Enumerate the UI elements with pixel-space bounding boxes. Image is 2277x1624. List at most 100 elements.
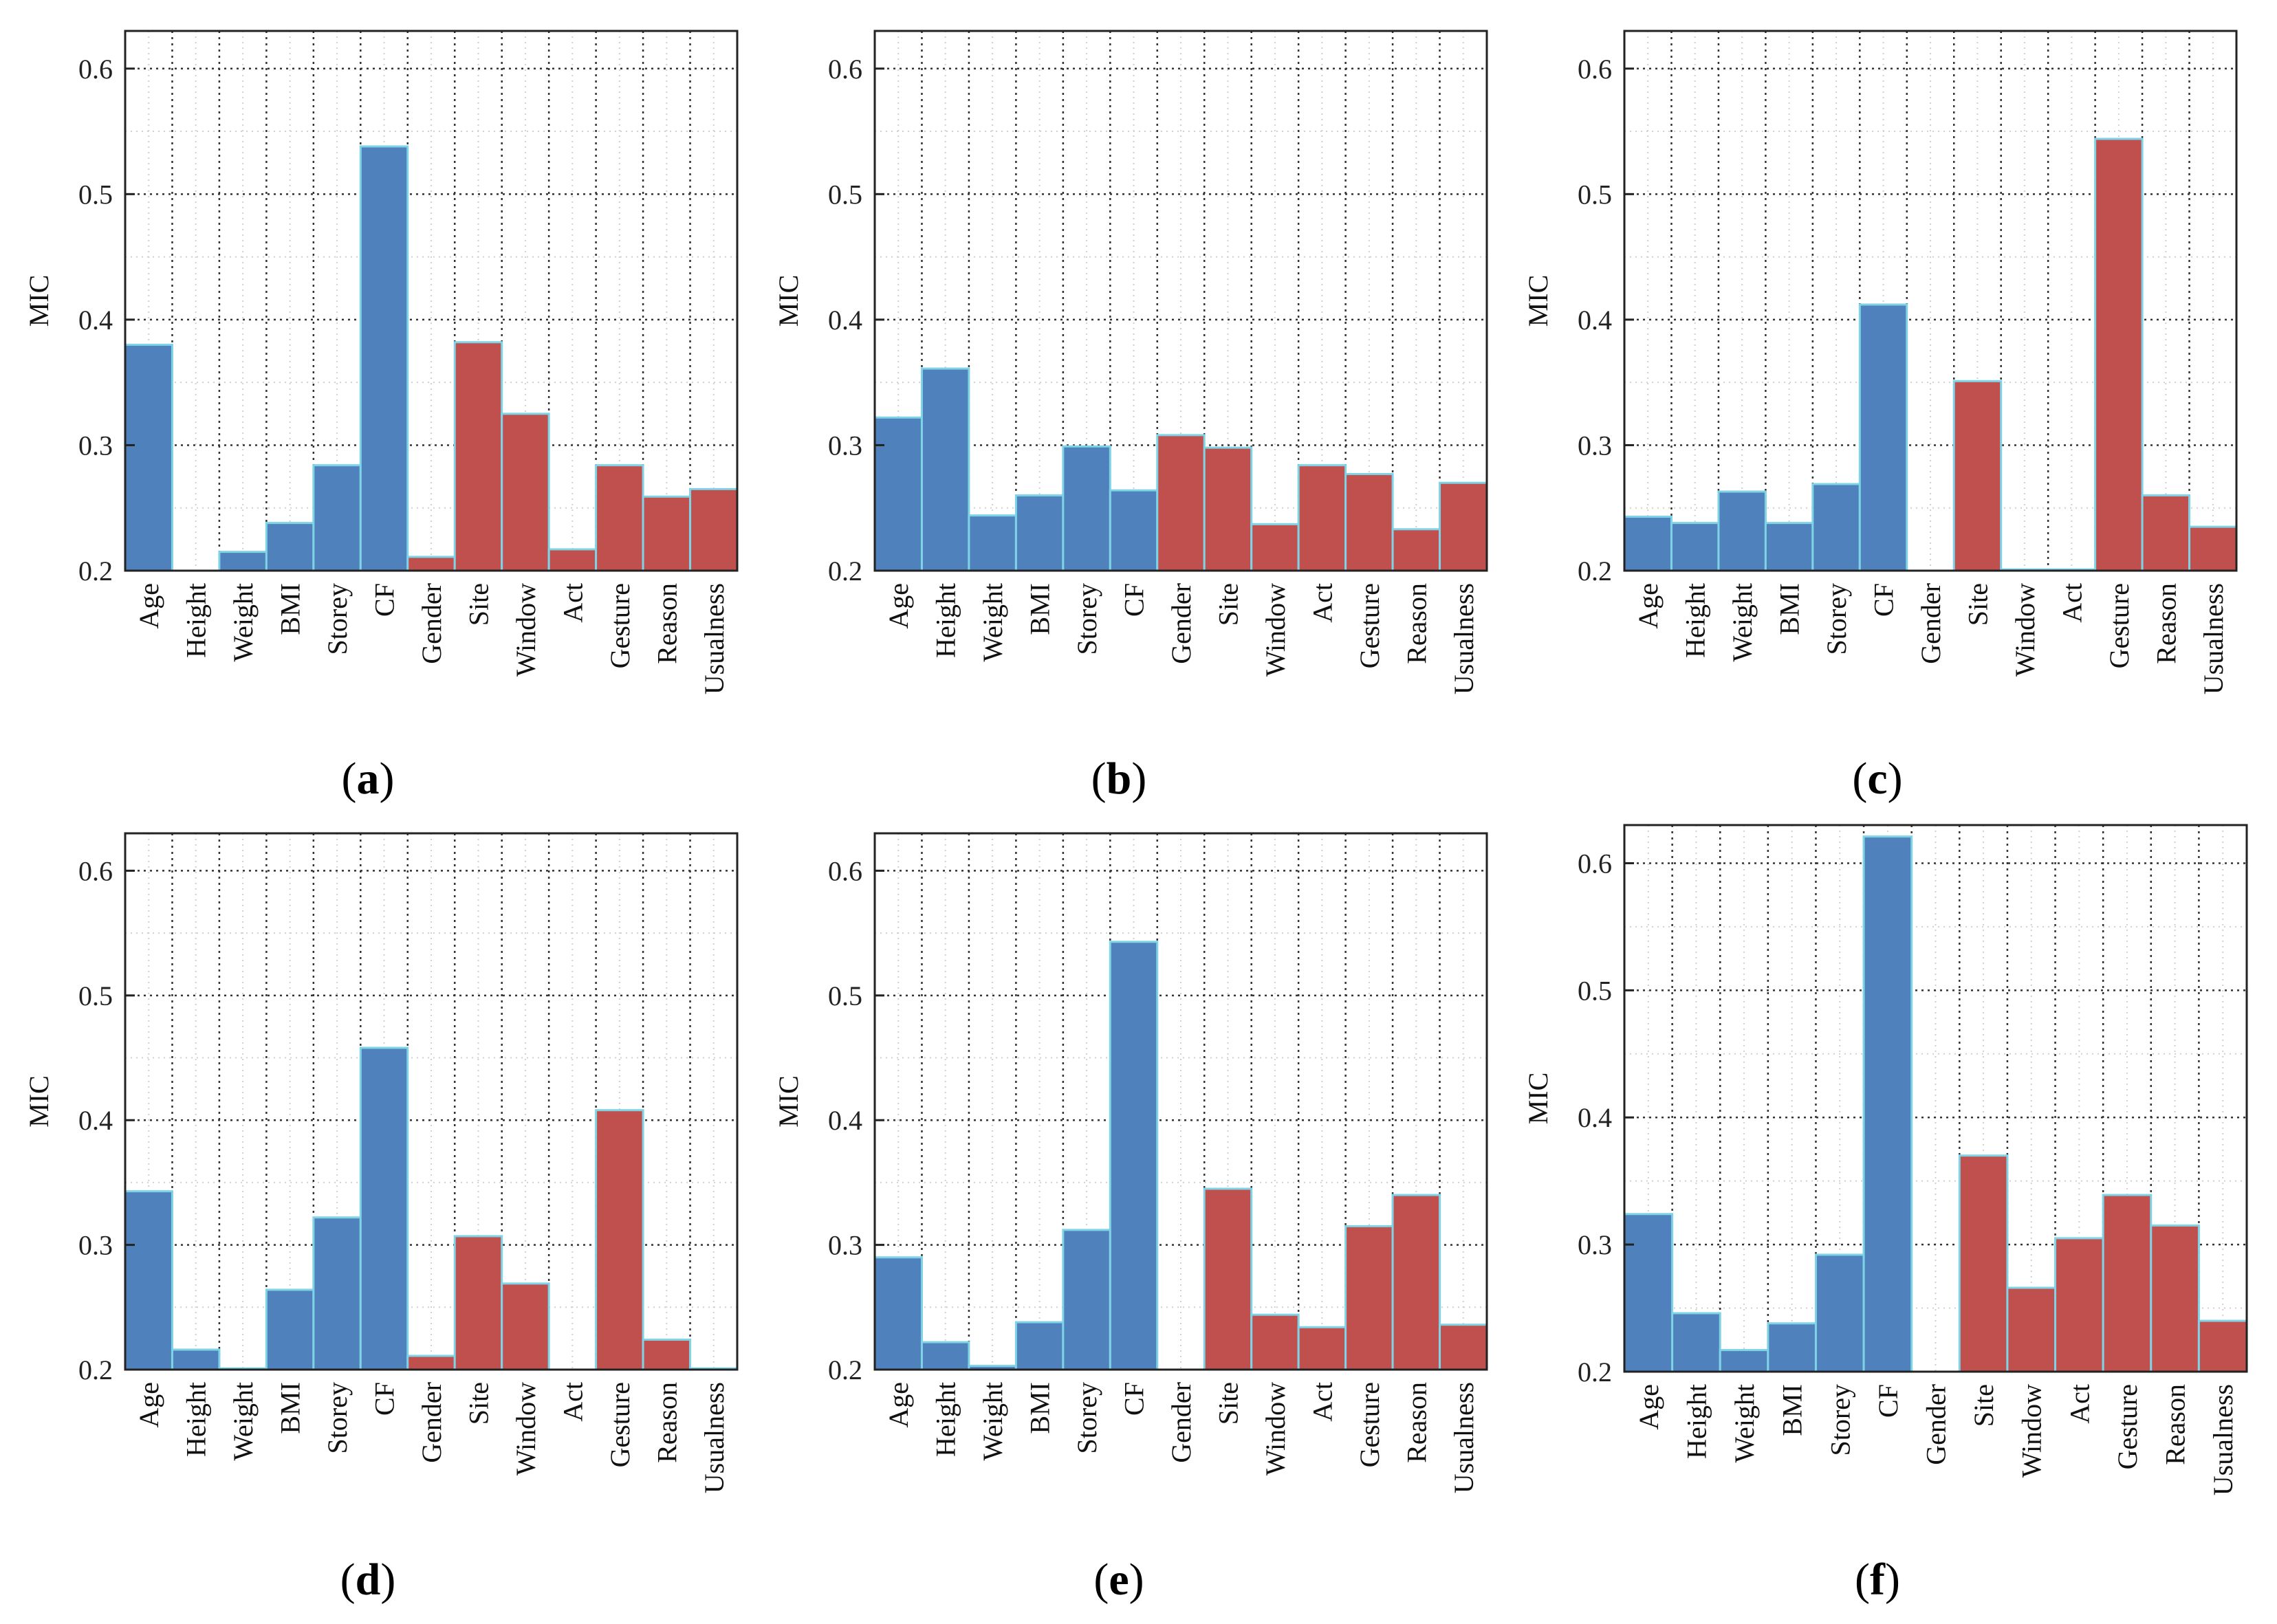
y-axis-label: MIC bbox=[23, 1075, 54, 1128]
bar-e-act bbox=[1297, 1326, 1347, 1371]
x-category-label: BMI bbox=[275, 583, 306, 635]
x-category-label: Act bbox=[557, 1382, 588, 1422]
chart-c: 0.2 0.3 0.4 0.5 0.6 MIC Age Height Weight BMI Stor… bbox=[1523, 30, 2238, 694]
x-category-label: Age bbox=[133, 583, 164, 629]
plot-frame-d bbox=[124, 832, 739, 1371]
y-tick-label: 0.6 bbox=[78, 54, 113, 85]
y-tick-label: 0.4 bbox=[78, 305, 113, 336]
x-category-label: Act bbox=[2056, 583, 2087, 623]
y-tick-label: 0.6 bbox=[78, 855, 113, 886]
x-category-label: Weight bbox=[1729, 1384, 1760, 1463]
x-category-label: Age bbox=[883, 583, 914, 629]
x-category-label: BMI bbox=[275, 1382, 306, 1434]
x-category-label: Age bbox=[1633, 583, 1664, 629]
x-category-label: Gender bbox=[1915, 583, 1946, 664]
x-category-label: Act bbox=[1307, 583, 1338, 623]
x-category-label: CF bbox=[1119, 1382, 1150, 1416]
x-category-label: Act bbox=[557, 583, 588, 623]
y-tick-label: 0.6 bbox=[828, 855, 862, 886]
x-category-label: Site bbox=[1212, 583, 1243, 626]
bar-b-gesture bbox=[1344, 472, 1394, 572]
bar-f-window bbox=[2006, 1286, 2057, 1373]
y-tick-label: 0.5 bbox=[828, 980, 862, 1011]
bar-d-site bbox=[453, 1235, 503, 1371]
y-axis-label: MIC bbox=[773, 1075, 804, 1128]
y-tick-label: 0.3 bbox=[1578, 430, 1612, 461]
y-axis-label: MIC bbox=[773, 275, 804, 327]
x-category-label: Gesture bbox=[1354, 1382, 1385, 1467]
bar-f-usualness bbox=[2197, 1319, 2248, 1373]
bar-e-age bbox=[873, 1256, 923, 1371]
bar-e-storey bbox=[1062, 1229, 1111, 1371]
x-category-label: Storey bbox=[1071, 583, 1102, 655]
bar-a-usualness bbox=[689, 487, 739, 572]
bar-a-storey bbox=[312, 464, 362, 572]
bar-c-bmi bbox=[1764, 522, 1814, 572]
x-category-label: Gender bbox=[1166, 583, 1197, 664]
x-category-label: Weight bbox=[228, 583, 259, 662]
y-tick-label: 0.3 bbox=[1578, 1229, 1612, 1260]
x-category-label: BMI bbox=[1025, 583, 1056, 635]
x-category-label: Usualness bbox=[699, 1382, 730, 1493]
bar-c-cf bbox=[1858, 303, 1908, 572]
panel-c: 0.2 0.3 0.4 0.5 0.6 MIC Age Height Weight BMI Stor… bbox=[1499, 0, 2263, 811]
x-category-label: Age bbox=[883, 1382, 914, 1428]
chart-b: 0.2 0.3 0.4 0.5 0.6 MIC Age Height Weight BMI Stor… bbox=[773, 30, 1488, 694]
panel-label-a: (a) bbox=[341, 754, 395, 804]
y-tick-label: 0.2 bbox=[1578, 1357, 1612, 1387]
x-category-label: Gesture bbox=[604, 1382, 635, 1467]
x-category-label: Reason bbox=[651, 1382, 682, 1463]
y-tick-label: 0.2 bbox=[828, 1354, 862, 1385]
x-category-label: BMI bbox=[1025, 1382, 1056, 1434]
bar-a-gesture bbox=[595, 464, 644, 572]
bar-a-bmi bbox=[265, 522, 315, 572]
x-category-label: Reason bbox=[2160, 1384, 2191, 1465]
bar-e-gesture bbox=[1344, 1225, 1394, 1371]
bar-c-usualness bbox=[2188, 525, 2238, 572]
bar-c-reason bbox=[2141, 494, 2191, 572]
bar-b-height bbox=[920, 367, 970, 572]
x-category-label: Weight bbox=[228, 1382, 259, 1461]
x-category-label: Reason bbox=[2150, 583, 2181, 664]
x-category-label: Storey bbox=[1071, 1382, 1102, 1453]
y-tick-label: 0.2 bbox=[1578, 556, 1612, 586]
x-category-label: Gesture bbox=[604, 583, 635, 668]
x-category-label: CF bbox=[369, 583, 400, 617]
x-category-label: Site bbox=[463, 1382, 494, 1425]
bar-c-site bbox=[1952, 380, 2003, 572]
plot-frame-c bbox=[1623, 30, 2238, 572]
bar-f-bmi bbox=[1767, 1322, 1817, 1373]
x-category-label: Reason bbox=[1401, 1382, 1432, 1463]
y-axis-label: MIC bbox=[23, 275, 54, 327]
x-category-label: Height bbox=[181, 1382, 212, 1457]
bar-f-reason bbox=[2150, 1224, 2200, 1373]
y-axis-label: MIC bbox=[1523, 1073, 1554, 1125]
x-category-label: Height bbox=[1680, 583, 1711, 658]
x-category-label: CF bbox=[1869, 583, 1899, 617]
x-category-label: Weight bbox=[977, 583, 1008, 662]
y-tick-label: 0.5 bbox=[828, 179, 862, 210]
bar-f-storey bbox=[1814, 1253, 1865, 1373]
x-category-label: BMI bbox=[1774, 583, 1805, 635]
chart-a: 0.2 0.3 0.4 0.5 0.6 MIC Age Height Weight BMI Stor… bbox=[23, 30, 739, 694]
bar-e-reason bbox=[1391, 1194, 1441, 1371]
bar-f-act bbox=[2054, 1237, 2104, 1373]
bar-a-act bbox=[547, 548, 598, 572]
x-category-label: Weight bbox=[977, 1382, 1008, 1461]
panel-b: 0.2 0.3 0.4 0.5 0.6 MIC Age Height Weight BMI Stor… bbox=[750, 0, 1513, 811]
panel-f: 0.2 0.3 0.4 0.5 0.6 MIC Age Height Weight BMI Stor… bbox=[1499, 798, 2263, 1623]
x-category-label: Gender bbox=[1166, 1382, 1197, 1463]
bar-d-height bbox=[171, 1348, 221, 1371]
panel-label-c: (c) bbox=[1852, 754, 1903, 804]
bar-d-bmi bbox=[265, 1288, 315, 1371]
x-category-label: Site bbox=[1212, 1382, 1243, 1425]
bar-b-gender bbox=[1156, 434, 1206, 572]
bar-a-reason bbox=[642, 495, 692, 572]
bar-a-window bbox=[501, 413, 550, 572]
bar-d-cf bbox=[359, 1046, 409, 1371]
bar-b-age bbox=[873, 416, 923, 572]
x-category-label: Height bbox=[181, 583, 212, 658]
x-category-label: Site bbox=[463, 583, 494, 626]
chart-f: 0.2 0.3 0.4 0.5 0.6 MIC Age Height Weight BMI Stor… bbox=[1523, 824, 2248, 1495]
plot-frame-e bbox=[873, 832, 1488, 1371]
